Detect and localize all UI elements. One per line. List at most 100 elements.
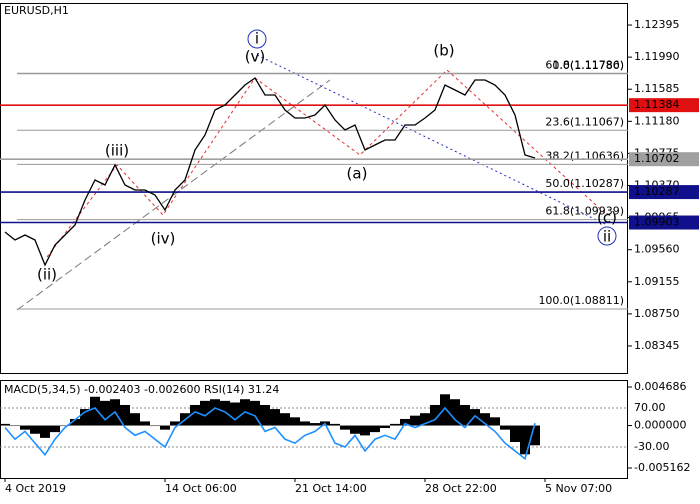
macd-bar bbox=[390, 423, 400, 426]
fib-label: 0.0(1.11780) bbox=[552, 59, 624, 72]
x-tick-label: 4 Oct 2019 bbox=[5, 482, 66, 495]
macd-bar bbox=[160, 425, 170, 430]
y-tick-label: 1.11180 bbox=[634, 114, 680, 127]
macd-bar bbox=[60, 425, 70, 427]
macd-bar bbox=[400, 418, 410, 426]
macd-bar bbox=[480, 413, 490, 426]
macd-bar bbox=[300, 421, 310, 426]
macd-bar bbox=[200, 400, 210, 426]
macd-bar bbox=[430, 404, 440, 426]
macd-bar bbox=[150, 425, 160, 427]
y-tick-label: 1.12395 bbox=[634, 18, 680, 31]
y-tick-label: 1.09155 bbox=[634, 275, 680, 288]
fib-label: 23.6(1.11067) bbox=[545, 115, 624, 128]
macd-bar bbox=[190, 404, 200, 426]
level-box bbox=[629, 152, 699, 167]
y-tick-label: 0.000000 bbox=[634, 419, 687, 432]
level-label: 1.10702 bbox=[634, 152, 680, 165]
macd-bar bbox=[170, 421, 180, 426]
wave-label: ii bbox=[603, 228, 611, 246]
macd-bar bbox=[80, 409, 90, 426]
wave-circle bbox=[247, 29, 267, 49]
macd-bar bbox=[450, 399, 460, 426]
wave-label: (a) bbox=[347, 165, 368, 183]
wave-label: (iii) bbox=[105, 142, 129, 160]
y-tick-label: 1.08345 bbox=[634, 339, 680, 352]
macd-bar bbox=[250, 400, 260, 426]
chart-title: EURUSD,H1 bbox=[4, 4, 69, 17]
macd-bar bbox=[220, 400, 230, 426]
x-tick-label: 14 Oct 06:00 bbox=[165, 482, 237, 495]
macd-bar bbox=[30, 425, 40, 434]
y-tick-label: 1.08750 bbox=[634, 307, 680, 320]
macd-bar bbox=[130, 413, 140, 426]
level-label: 1.11384 bbox=[634, 98, 680, 111]
wave-line bbox=[46, 77, 256, 258]
macd-bar bbox=[470, 409, 480, 426]
y-tick-label: 1.09560 bbox=[634, 243, 680, 256]
macd-bar bbox=[260, 404, 270, 426]
macd-bar bbox=[420, 413, 430, 426]
wave-label: (iv) bbox=[151, 230, 176, 248]
macd-bar bbox=[270, 409, 280, 426]
x-tick-label: 28 Oct 22:00 bbox=[425, 482, 497, 495]
y-tick-label: -0.005162 bbox=[634, 461, 690, 474]
level-box bbox=[629, 98, 699, 113]
macd-bar bbox=[120, 404, 130, 426]
macd-bar bbox=[290, 417, 300, 426]
macd-bar bbox=[530, 425, 540, 446]
fib-label: 38.2(1.10636) bbox=[545, 149, 624, 162]
macd-bar bbox=[40, 425, 50, 438]
x-tick-label: 21 Oct 14:00 bbox=[295, 482, 367, 495]
macd-bar bbox=[350, 425, 360, 434]
macd-bar bbox=[10, 425, 20, 427]
indicator-title: MACD(5,34,5) -0.002403 -0.002600 RSI(14)… bbox=[4, 383, 279, 396]
macd-bar bbox=[330, 423, 340, 426]
price-pane bbox=[0, 3, 628, 374]
macd-bar bbox=[520, 425, 530, 455]
macd-bar bbox=[0, 423, 10, 426]
wave-label: (c) bbox=[597, 209, 617, 227]
macd-bar bbox=[500, 425, 510, 430]
wave-label: i bbox=[255, 30, 259, 48]
x-tick-label: 5 Nov 07:00 bbox=[545, 482, 612, 495]
macd-bar bbox=[140, 421, 150, 426]
macd-bar bbox=[490, 417, 500, 426]
macd-bar bbox=[90, 396, 100, 426]
macd-bar bbox=[50, 425, 60, 433]
macd-bar bbox=[100, 400, 110, 426]
level-box bbox=[629, 215, 699, 230]
y-tick-label: 0.004686 bbox=[634, 380, 687, 393]
level-label: 1.09903 bbox=[634, 216, 680, 229]
fib-label: 50.0(1.10287) bbox=[545, 177, 624, 190]
wave-label: (b) bbox=[433, 42, 454, 60]
macd-bar bbox=[210, 399, 220, 426]
macd-bar bbox=[340, 425, 350, 430]
macd-bar bbox=[70, 418, 80, 426]
y2-tick-label: -30.00 bbox=[634, 440, 669, 453]
price-line bbox=[4, 77, 536, 267]
macd-bar bbox=[230, 402, 240, 426]
rsi-line bbox=[4, 406, 536, 461]
macd-bar bbox=[370, 425, 380, 433]
macd-bar bbox=[310, 423, 320, 426]
y2-tick-label: 70.00 bbox=[634, 401, 666, 414]
y-tick-label: 1.11990 bbox=[634, 50, 680, 63]
level-label: 1.10287 bbox=[634, 185, 680, 198]
fib-label: 61.8(1.11786) bbox=[545, 58, 624, 71]
macd-bar bbox=[360, 425, 370, 436]
macd-bar bbox=[460, 404, 470, 426]
level-box bbox=[629, 185, 699, 200]
wave-label: (v) bbox=[245, 48, 266, 66]
trend-line bbox=[16, 79, 331, 311]
fib-label: 100.0(1.08811) bbox=[538, 294, 624, 307]
y-tick-label: 1.11585 bbox=[634, 82, 680, 95]
macd-bar bbox=[510, 425, 520, 442]
indicator-pane bbox=[0, 380, 628, 479]
macd-bar bbox=[280, 413, 290, 426]
wave-label: (ii) bbox=[37, 266, 57, 284]
macd-bar bbox=[410, 415, 420, 426]
macd-bar bbox=[440, 394, 450, 426]
